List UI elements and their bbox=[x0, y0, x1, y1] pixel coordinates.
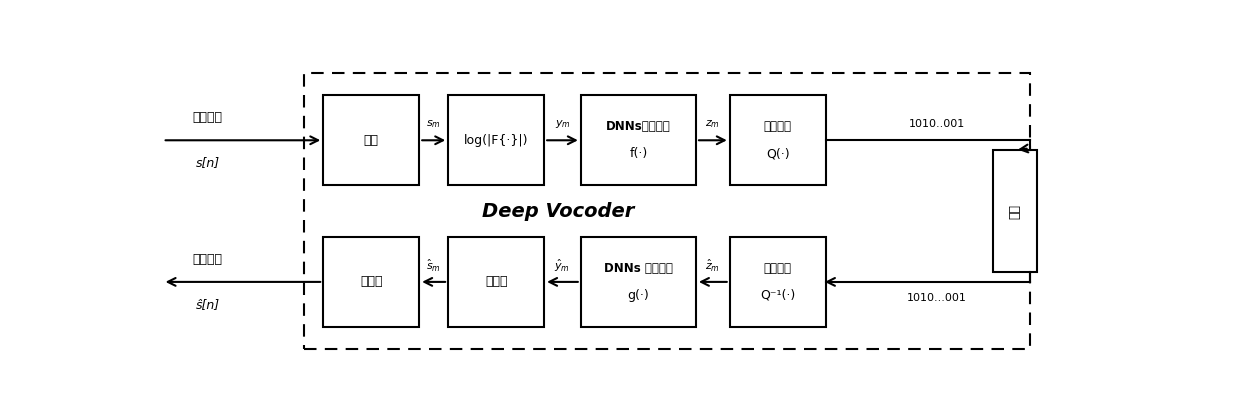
Text: DNNs 语音合成: DNNs 语音合成 bbox=[604, 262, 673, 275]
Text: $z_m$: $z_m$ bbox=[706, 118, 720, 130]
Bar bbox=[580, 95, 696, 185]
Text: 重叠加: 重叠加 bbox=[360, 275, 382, 288]
Bar bbox=[993, 150, 1037, 272]
Bar bbox=[324, 237, 419, 327]
Text: g(·): g(·) bbox=[627, 289, 650, 302]
Bar bbox=[324, 95, 419, 185]
Text: 频谱逆: 频谱逆 bbox=[485, 275, 507, 288]
Text: log(|F{·}|): log(|F{·}|) bbox=[464, 134, 528, 147]
Text: Deep Vocoder: Deep Vocoder bbox=[482, 201, 635, 221]
Text: s[n]: s[n] bbox=[196, 156, 219, 169]
Text: Q(·): Q(·) bbox=[766, 147, 790, 160]
Text: 输入语音: 输入语音 bbox=[193, 111, 223, 124]
Bar bbox=[448, 237, 544, 327]
Text: $\hat{z}_m$: $\hat{z}_m$ bbox=[706, 258, 720, 274]
Text: DNNs语音分析: DNNs语音分析 bbox=[606, 120, 671, 133]
Bar bbox=[580, 237, 696, 327]
Text: 分帧: 分帧 bbox=[363, 134, 378, 147]
Text: $y_m$: $y_m$ bbox=[554, 118, 570, 130]
Text: ŝ[n]: ŝ[n] bbox=[196, 298, 219, 311]
Text: f(·): f(·) bbox=[629, 147, 647, 160]
Text: 解码合成: 解码合成 bbox=[764, 262, 791, 275]
Text: $\hat{s}_m$: $\hat{s}_m$ bbox=[427, 258, 441, 274]
Bar bbox=[729, 95, 826, 185]
Text: $\hat{y}_m$: $\hat{y}_m$ bbox=[554, 257, 570, 274]
Text: Q⁻¹(·): Q⁻¹(·) bbox=[760, 289, 795, 302]
Text: $s_m$: $s_m$ bbox=[427, 118, 441, 130]
Bar bbox=[729, 237, 826, 327]
Bar bbox=[448, 95, 544, 185]
Text: 1010...001: 1010...001 bbox=[908, 293, 967, 303]
Text: 输出语音: 输出语音 bbox=[193, 253, 223, 266]
Text: 信道: 信道 bbox=[1008, 204, 1022, 219]
Text: 1010..001: 1010..001 bbox=[909, 119, 966, 129]
Bar bbox=[304, 73, 1029, 349]
Text: 量化编码: 量化编码 bbox=[764, 120, 791, 133]
